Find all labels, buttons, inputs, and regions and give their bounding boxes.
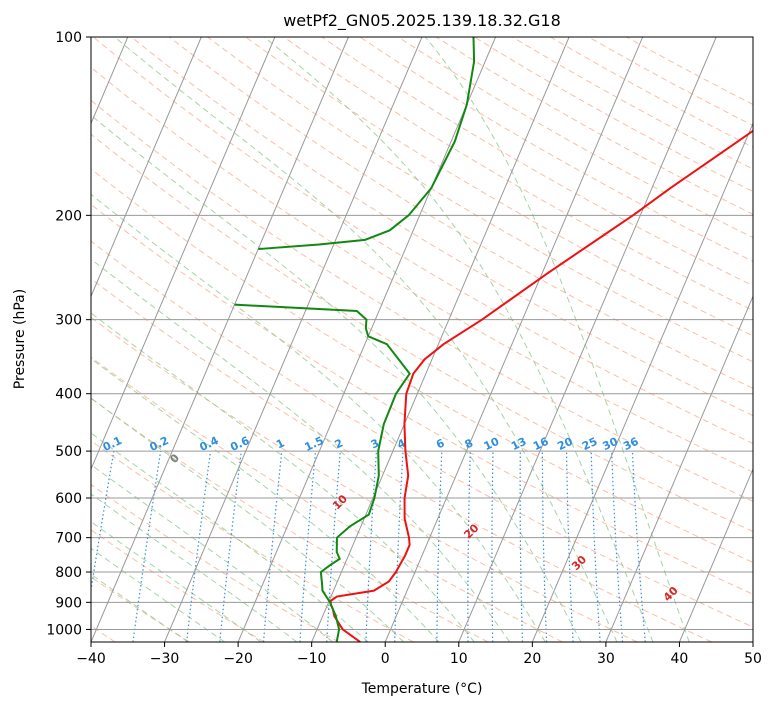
x-tick-label: −20 bbox=[223, 651, 253, 667]
isotherm-gridline bbox=[531, 122, 753, 642]
y-axis-title: Pressure (hPa) bbox=[12, 289, 28, 389]
x-tick-label: 10 bbox=[450, 651, 468, 667]
moist-adiabat-line bbox=[263, 37, 654, 642]
x-tick-label: 30 bbox=[597, 651, 615, 667]
mixing-ratio-line bbox=[186, 451, 212, 642]
moist-adiabat-line bbox=[91, 312, 475, 642]
y-tick-label: 200 bbox=[55, 208, 82, 224]
x-tick-label: −40 bbox=[76, 651, 106, 667]
moist-adiabat-line bbox=[425, 37, 690, 642]
dry-adiabat-line bbox=[91, 278, 712, 642]
x-tick-label: 0 bbox=[381, 651, 390, 667]
y-axis-ticks: 1000 900 800 700 600 500 400 300 200 100 bbox=[46, 30, 91, 638]
dry-adiabat-line bbox=[91, 99, 753, 502]
y-tick-label: 1000 bbox=[46, 622, 82, 638]
isotherm-gridline bbox=[678, 467, 753, 642]
mixing-ratio-label: 25 bbox=[580, 435, 599, 453]
profile-lines bbox=[234, 37, 753, 642]
x-tick-label: 50 bbox=[744, 651, 762, 667]
x-tick-label: −10 bbox=[297, 651, 327, 667]
mixing-ratio-label: 20 bbox=[555, 435, 575, 453]
mixing-ratio-label: 16 bbox=[531, 435, 551, 453]
moist-adiabat-line bbox=[91, 397, 404, 642]
y-tick-label: 500 bbox=[55, 444, 82, 460]
dry-adiabat-line bbox=[91, 483, 340, 642]
y-tick-label: 700 bbox=[55, 531, 82, 547]
moist-adiabat-line bbox=[91, 573, 189, 642]
isotherm-gridline bbox=[237, 37, 497, 642]
x-axis-ticks: −40 −30 −20 −10 0 10 20 30 40 50 bbox=[76, 642, 762, 667]
moist-adiabats bbox=[91, 37, 690, 642]
mixing-ratio-label: 36 bbox=[621, 435, 641, 453]
moist-adiabat-line bbox=[91, 258, 511, 642]
isotherm-gridline bbox=[164, 37, 423, 642]
isotherm-gridline bbox=[605, 295, 753, 642]
dry-adiabat-line bbox=[283, 37, 753, 312]
mixing-ratio-line bbox=[219, 451, 242, 642]
y-tick-label: 300 bbox=[55, 313, 82, 329]
moist-adiabat-line bbox=[91, 432, 369, 642]
moist-adiabat-line bbox=[91, 357, 440, 642]
dry-adiabat-line bbox=[131, 37, 753, 417]
dry-adiabat-line bbox=[91, 240, 753, 628]
y-tick-label: 900 bbox=[55, 595, 82, 611]
isotherm-gridlines bbox=[91, 37, 753, 642]
dry-adiabat-line bbox=[91, 316, 638, 642]
y-tick-label: 800 bbox=[55, 565, 82, 581]
isotherm-gridline bbox=[384, 37, 644, 642]
x-tick-label: −30 bbox=[150, 651, 180, 667]
moist-adiabat-line bbox=[114, 37, 618, 642]
dry-adiabat-line bbox=[91, 203, 753, 595]
mixing-ratio-line bbox=[299, 451, 317, 642]
dry-adiabat-line bbox=[321, 37, 753, 287]
dry-adiabat-line bbox=[91, 529, 265, 642]
temperature-line bbox=[329, 129, 753, 642]
isotherm-gridline bbox=[458, 37, 717, 642]
isotherm-gridline bbox=[91, 37, 349, 642]
moist-adiabat-line bbox=[91, 547, 225, 642]
dry-adiabat-line bbox=[91, 133, 753, 533]
mixing-ratio-label: 13 bbox=[509, 435, 528, 453]
dry-adiabat-line bbox=[91, 356, 563, 642]
moist-adiabat-line bbox=[91, 493, 298, 642]
y-tick-label: 100 bbox=[55, 30, 82, 46]
moist-adiabat-line bbox=[91, 521, 262, 642]
plot-frame bbox=[90, 36, 754, 643]
dry-adiabat-line bbox=[169, 37, 753, 389]
dewpoint_upper-line bbox=[258, 37, 476, 251]
chart-title: wetPf2_GN05.2025.139.18.32.G18 bbox=[283, 11, 561, 31]
isotherm-gridline bbox=[311, 37, 570, 642]
dewpoint-line bbox=[234, 303, 411, 642]
mixing-ratio-line bbox=[91, 450, 115, 594]
x-tick-label: 40 bbox=[671, 651, 689, 667]
x-tick-label: 20 bbox=[523, 651, 541, 667]
y-tick-label: 400 bbox=[55, 387, 82, 403]
isobar-gridlines bbox=[91, 37, 753, 630]
mixing-ratio-label: 30 bbox=[601, 435, 621, 453]
dry-adiabats bbox=[91, 37, 753, 642]
y-tick-label: 600 bbox=[55, 491, 82, 507]
mixing-ratio-label: 10 bbox=[482, 435, 502, 453]
isotherm-gridline bbox=[91, 37, 276, 471]
plot-area: -100-90-80-70-60-50-40-30-20-10 0.10.20.… bbox=[91, 37, 753, 642]
moist-adiabat-line bbox=[91, 193, 546, 642]
mixing-ratio-line bbox=[262, 451, 283, 642]
x-axis-title: Temperature (°C) bbox=[361, 681, 483, 697]
isotherm-gridline bbox=[91, 37, 202, 298]
moist-adiabat-line bbox=[91, 464, 333, 642]
